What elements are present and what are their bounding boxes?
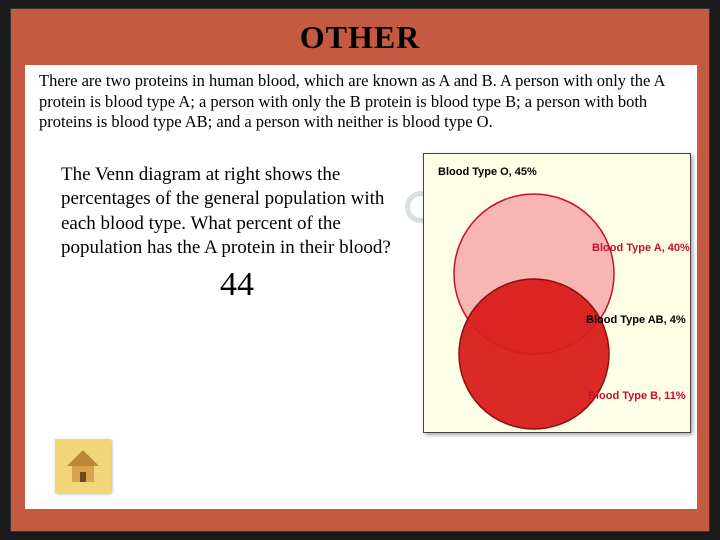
content-panel: There are two proteins in human blood, w… xyxy=(25,65,697,509)
venn-label-ab: Blood Type AB, 4% xyxy=(586,314,686,326)
venn-circle-b xyxy=(459,279,609,429)
venn-label-o: Blood Type O, 45% xyxy=(438,166,537,178)
venn-label-a: Blood Type A, 40% xyxy=(592,242,690,254)
question-column: The Venn diagram at right shows the perc… xyxy=(61,163,413,433)
answer-value: 44 xyxy=(61,266,413,304)
venn-diagram: Blood Type O, 45% Blood Type A, 40% Bloo… xyxy=(423,153,691,433)
body-row: The Venn diagram at right shows the perc… xyxy=(25,143,697,433)
home-icon-door xyxy=(80,472,86,482)
slide: OTHER There are two proteins in human bl… xyxy=(10,8,710,532)
intro-text: There are two proteins in human blood, w… xyxy=(25,65,697,143)
venn-label-b: Blood Type B, 11% xyxy=(588,390,686,402)
home-icon xyxy=(63,446,103,486)
slide-title: OTHER xyxy=(11,9,709,64)
home-button[interactable] xyxy=(55,439,111,493)
home-icon-roof xyxy=(67,450,99,466)
question-text: The Venn diagram at right shows the perc… xyxy=(61,163,413,260)
